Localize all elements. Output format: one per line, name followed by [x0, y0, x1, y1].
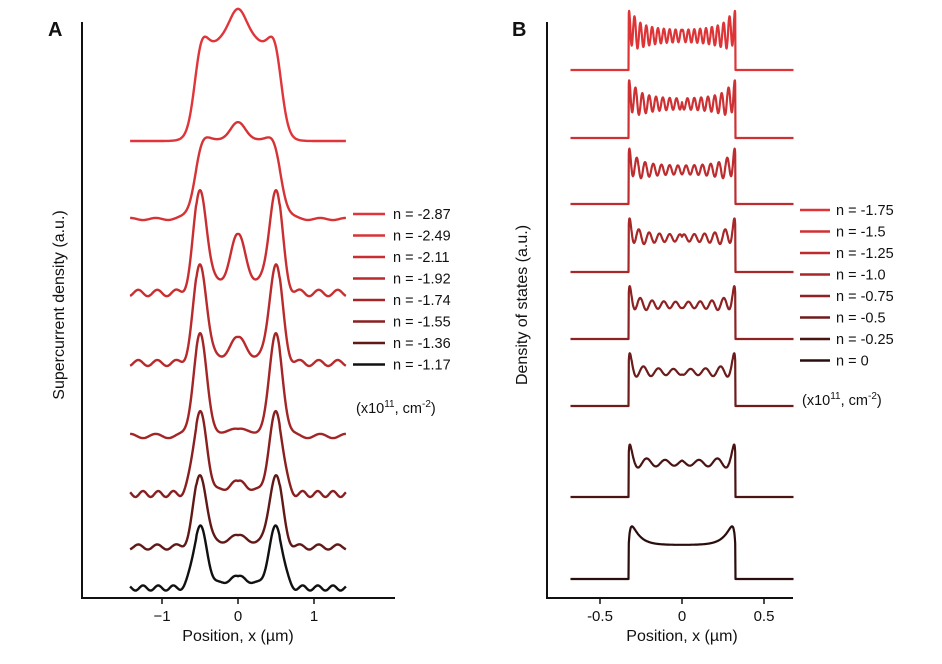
- panel-a-legend-item: n = -2.11: [393, 250, 450, 266]
- panel-a-series-line: [129, 474, 347, 551]
- panel-b-ylabel: Density of states (a.u.): [514, 225, 531, 385]
- panel-b-xlabel: Position, x (µm): [626, 628, 737, 645]
- panel-b-series-line: [569, 9, 795, 72]
- panel-b-x-ticks: -0.5 0 0.5: [587, 598, 774, 625]
- panel-b-series-line: [569, 285, 795, 341]
- panel-a-letter: A: [48, 19, 62, 41]
- panel-a-x-tick-label: −1: [153, 608, 170, 625]
- panel-a-legend-item: n = -2.49: [393, 229, 451, 245]
- panel-a-x-tick-label: 1: [310, 608, 318, 625]
- panel-a-legend-item: n = -1.92: [393, 272, 451, 288]
- panel-b-series-line: [569, 525, 795, 581]
- panel-a-xlabel: Position, x (µm): [182, 628, 293, 645]
- panel-a-legend-item: n = -1.55: [393, 315, 451, 331]
- panel-b-series-line: [569, 79, 795, 140]
- panel-b-x-tick-label: 0.5: [754, 608, 775, 625]
- panel-b-legend-item: n = 0: [836, 354, 869, 370]
- panel-a-legend-item: n = -1.36: [393, 336, 451, 352]
- panel-a-x-ticks: −1 0 1: [153, 598, 318, 625]
- panel-a-series-line: [129, 409, 347, 499]
- panel-a-legend-item: n = -1.17: [393, 358, 451, 374]
- panel-a-legend: n = -2.87 n = -2.49 n = -2.11 n = -1.92 n = …: [353, 207, 451, 374]
- panel-a-legend-unit: (x1011, cm-2): [356, 399, 436, 417]
- panel-b-legend-item: n = -1.75: [836, 203, 894, 219]
- panel-b-series-line: [569, 147, 795, 206]
- panel-b-legend-item: n = -0.75: [836, 289, 894, 305]
- panel-b-legend: n = -1.75 n = -1.5 n = -1.25 n = -1.0 n = -0…: [800, 203, 894, 370]
- panel-a: A −1 0 1 Position, x (µm) Supercurrent den…: [48, 7, 451, 645]
- panel-b-letter: B: [512, 19, 526, 41]
- panel-a-series-line: [129, 524, 347, 592]
- panel-a-ylabel: Supercurrent density (a.u.): [51, 210, 68, 399]
- panel-a-legend-item: n = -2.87: [393, 207, 451, 223]
- panel-a-x-tick-label: 0: [234, 608, 242, 625]
- panel-a-series-line: [129, 332, 347, 440]
- panel-a-series-line: [129, 121, 347, 222]
- panel-a-series-line: [129, 263, 347, 368]
- panel-b-series-line: [569, 352, 795, 408]
- panel-b-legend-unit: (x1011, cm-2): [802, 391, 882, 409]
- panel-b-legend-item: n = -0.25: [836, 332, 894, 348]
- panel-b-series-line: [569, 443, 795, 499]
- panel-b: B -0.5 0 0.5 Position, x (µm) Density of s…: [512, 9, 894, 645]
- panel-b-x-tick-label: -0.5: [587, 608, 613, 625]
- panel-b-curves: [569, 9, 795, 581]
- panel-b-legend-item: n = -1.0: [836, 268, 886, 284]
- panel-a-curves: [129, 7, 347, 592]
- panel-b-legend-item: n = -1.5: [836, 225, 886, 241]
- panel-a-legend-item: n = -1.74: [393, 293, 451, 309]
- panel-b-legend-item: n = -0.5: [836, 311, 886, 327]
- panel-b-series-line: [569, 217, 795, 274]
- panel-b-legend-item: n = -1.25: [836, 246, 894, 262]
- panel-a-series-line: [129, 189, 347, 298]
- panel-a-series-line: [129, 7, 347, 143]
- panel-b-x-tick-label: 0: [678, 608, 686, 625]
